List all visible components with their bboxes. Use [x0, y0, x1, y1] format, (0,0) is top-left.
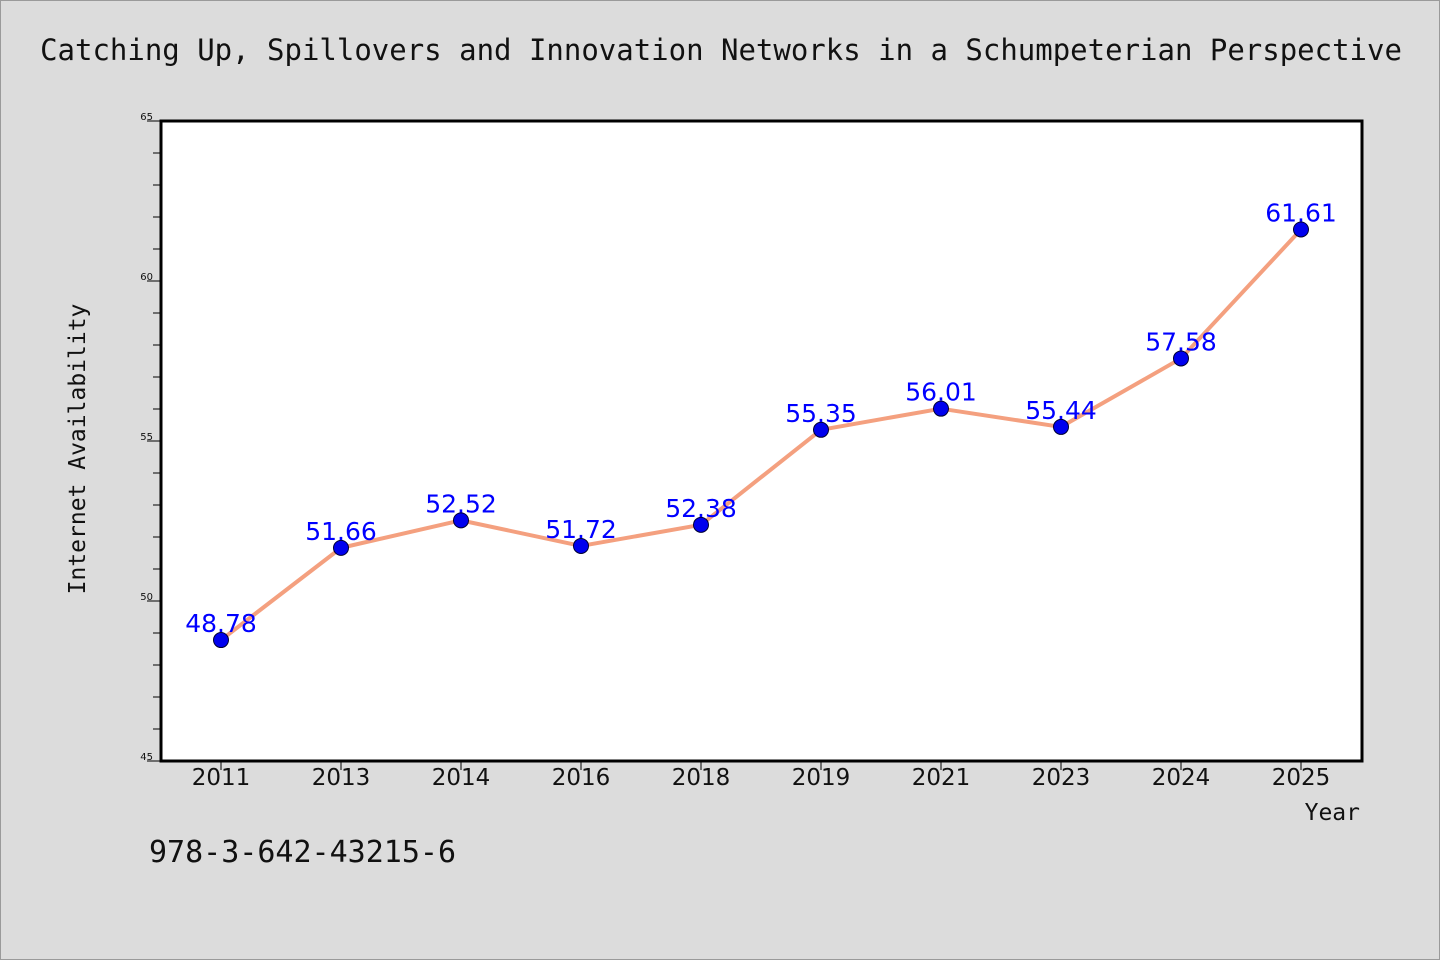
y-tick-label: 50 [140, 592, 153, 603]
x-axis-ticks: 2011 2013 2014 2016 2018 2019 2021 2023 2024 2025 [192, 761, 1331, 791]
data-point [213, 632, 229, 649]
x-tick-label: 2025 [1272, 765, 1331, 791]
x-tick-label: 2021 [912, 765, 971, 791]
data-label: 55.35 [785, 399, 857, 428]
plot-area [159, 119, 1364, 763]
data-point [1293, 221, 1309, 238]
data-point [1173, 350, 1189, 367]
x-tick-label: 2011 [192, 765, 251, 791]
data-point [813, 421, 829, 438]
data-point [693, 516, 709, 533]
data-label: 56.01 [905, 378, 977, 407]
data-label: 61.61 [1265, 198, 1337, 227]
data-point [453, 512, 469, 529]
x-axis-label: Year [1305, 800, 1360, 826]
y-tick-label: 55 [140, 432, 153, 443]
y-tick-label: 60 [140, 272, 153, 283]
x-tick-label: 2016 [552, 765, 611, 791]
data-label: 55.44 [1025, 396, 1097, 425]
data-point [333, 539, 349, 556]
x-tick-label: 2013 [312, 765, 371, 791]
data-label: 51.72 [545, 515, 617, 544]
y-tick-label: 45 [140, 752, 153, 763]
data-label: 51.66 [305, 517, 377, 546]
data-label: 52.52 [425, 489, 497, 518]
x-tick-label: 2014 [432, 765, 491, 791]
series-layer: 48.78 51.66 52.52 51.72 52.38 55.35 56.01 55.44… [185, 198, 1337, 649]
x-tick-label: 2023 [1032, 765, 1091, 791]
data-point [1053, 418, 1069, 435]
y-axis-ticks: 45 50 55 60 65 [140, 112, 161, 763]
x-tick-label: 2019 [792, 765, 851, 791]
data-label: 48.78 [185, 609, 257, 638]
x-tick-label: 2024 [1152, 765, 1211, 791]
y-axis-label: Internet Availability [65, 304, 91, 595]
data-point [573, 537, 589, 554]
isbn-text: 978-3-642-43215-6 [149, 835, 457, 870]
series-line [219, 228, 1303, 642]
chart-title: Catching Up, Spillovers and Innovation N… [40, 33, 1402, 67]
x-tick-label: 2018 [672, 765, 731, 791]
data-point [933, 400, 949, 417]
data-label: 57.58 [1145, 327, 1217, 356]
data-label: 52.38 [665, 494, 737, 523]
y-tick-label: 65 [140, 112, 153, 123]
